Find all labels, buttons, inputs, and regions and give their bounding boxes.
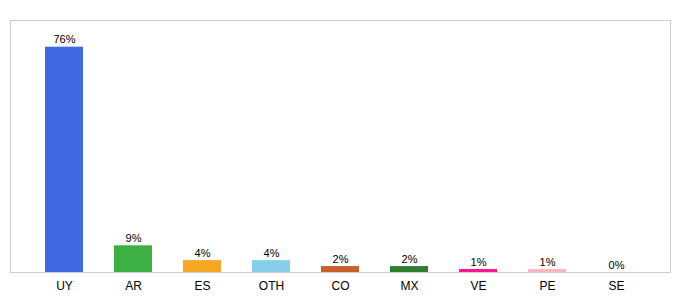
svg-text:2%: 2% (333, 253, 349, 265)
svg-text:AR: AR (125, 279, 142, 293)
svg-text:1%: 1% (471, 256, 487, 268)
svg-text:4%: 4% (264, 247, 280, 259)
svg-text:CO: CO (332, 279, 350, 293)
svg-text:9%: 9% (126, 232, 142, 244)
svg-text:OTH: OTH (259, 279, 284, 293)
svg-text:MX: MX (401, 279, 419, 293)
svg-text:ES: ES (194, 279, 210, 293)
svg-text:UY: UY (56, 279, 73, 293)
svg-text:76%: 76% (53, 33, 75, 45)
svg-text:2%: 2% (402, 253, 418, 265)
svg-text:PE: PE (539, 279, 555, 293)
svg-text:0%: 0% (609, 259, 625, 271)
svg-text:VE: VE (470, 279, 486, 293)
svg-text:SE: SE (608, 279, 624, 293)
svg-text:1%: 1% (540, 256, 556, 268)
svg-text:4%: 4% (195, 247, 211, 259)
